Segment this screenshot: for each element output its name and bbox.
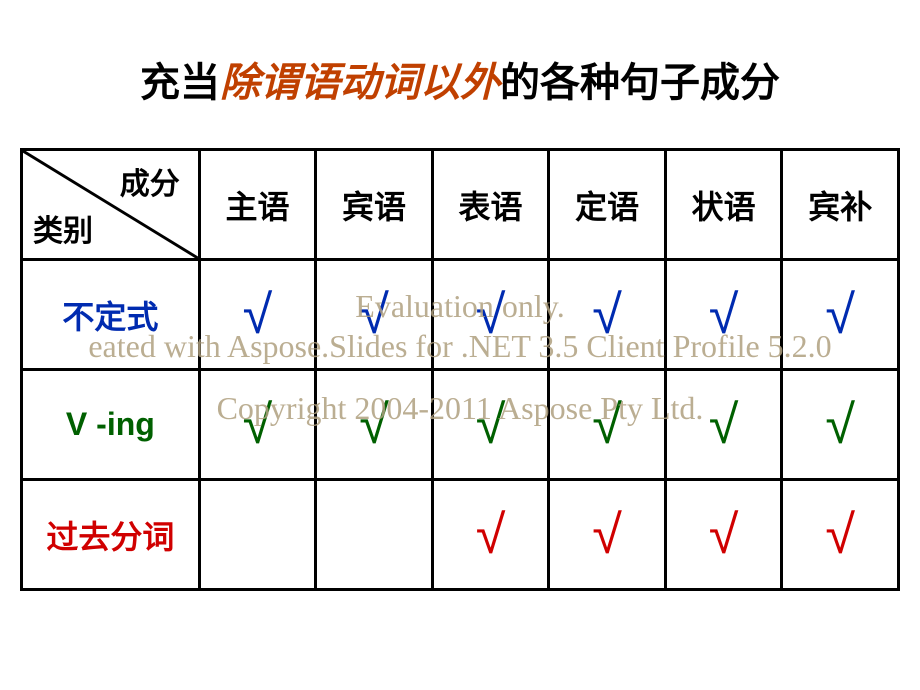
- check-cell: [316, 480, 433, 590]
- check-cell: √: [199, 260, 316, 370]
- row-label: 不定式: [22, 260, 200, 370]
- check-icon: √: [243, 395, 273, 455]
- check-cell: √: [782, 480, 899, 590]
- check-cell: √: [549, 480, 666, 590]
- check-icon: √: [359, 285, 389, 345]
- check-cell: √: [549, 370, 666, 480]
- check-icon: √: [709, 505, 739, 565]
- grammar-table: 成分 类别 主语 宾语 表语 定语 状语 宾补 不定式 √ √ √ √ √ √ V -ing √…: [20, 148, 900, 591]
- check-cell: [199, 480, 316, 590]
- check-icon: √: [825, 285, 855, 345]
- header-diagonal-cell: 成分 类别: [22, 150, 200, 260]
- check-icon: √: [709, 395, 739, 455]
- check-icon: √: [476, 505, 506, 565]
- check-icon: √: [243, 285, 273, 345]
- check-cell: √: [549, 260, 666, 370]
- check-cell: √: [199, 370, 316, 480]
- check-cell: √: [665, 370, 782, 480]
- check-icon: √: [825, 505, 855, 565]
- table-row: 过去分词 √ √ √ √: [22, 480, 899, 590]
- row-label: V -ing: [22, 370, 200, 480]
- col-subject: 主语: [199, 150, 316, 260]
- check-icon: √: [825, 395, 855, 455]
- check-cell: √: [432, 370, 549, 480]
- check-icon: √: [359, 395, 389, 455]
- col-object: 宾语: [316, 150, 433, 260]
- title-part1: 充当: [140, 61, 220, 105]
- header-bottom-label: 类别: [33, 206, 93, 250]
- check-cell: √: [665, 480, 782, 590]
- header-top-label: 成分: [120, 159, 180, 203]
- check-icon: √: [592, 395, 622, 455]
- check-cell: √: [665, 260, 782, 370]
- title-part2: 除谓语动词以外: [220, 61, 500, 105]
- col-adverbial: 状语: [665, 150, 782, 260]
- check-cell: √: [782, 370, 899, 480]
- check-icon: √: [592, 505, 622, 565]
- check-cell: √: [316, 260, 433, 370]
- title-part3: 的各种句子成分: [500, 61, 780, 105]
- check-icon: √: [476, 285, 506, 345]
- check-icon: √: [476, 395, 506, 455]
- page-title: 充当除谓语动词以外的各种句子成分: [0, 0, 920, 108]
- check-cell: √: [782, 260, 899, 370]
- col-predicative: 表语: [432, 150, 549, 260]
- check-icon: √: [592, 285, 622, 345]
- row-label: 过去分词: [22, 480, 200, 590]
- check-cell: √: [432, 480, 549, 590]
- header-row: 成分 类别 主语 宾语 表语 定语 状语 宾补: [22, 150, 899, 260]
- col-complement: 宾补: [782, 150, 899, 260]
- check-cell: √: [316, 370, 433, 480]
- table-row: 不定式 √ √ √ √ √ √: [22, 260, 899, 370]
- check-icon: √: [709, 285, 739, 345]
- check-cell: √: [432, 260, 549, 370]
- col-attribute: 定语: [549, 150, 666, 260]
- table-row: V -ing √ √ √ √ √ √: [22, 370, 899, 480]
- grammar-table-wrap: 成分 类别 主语 宾语 表语 定语 状语 宾补 不定式 √ √ √ √ √ √ V -ing √…: [20, 148, 900, 591]
